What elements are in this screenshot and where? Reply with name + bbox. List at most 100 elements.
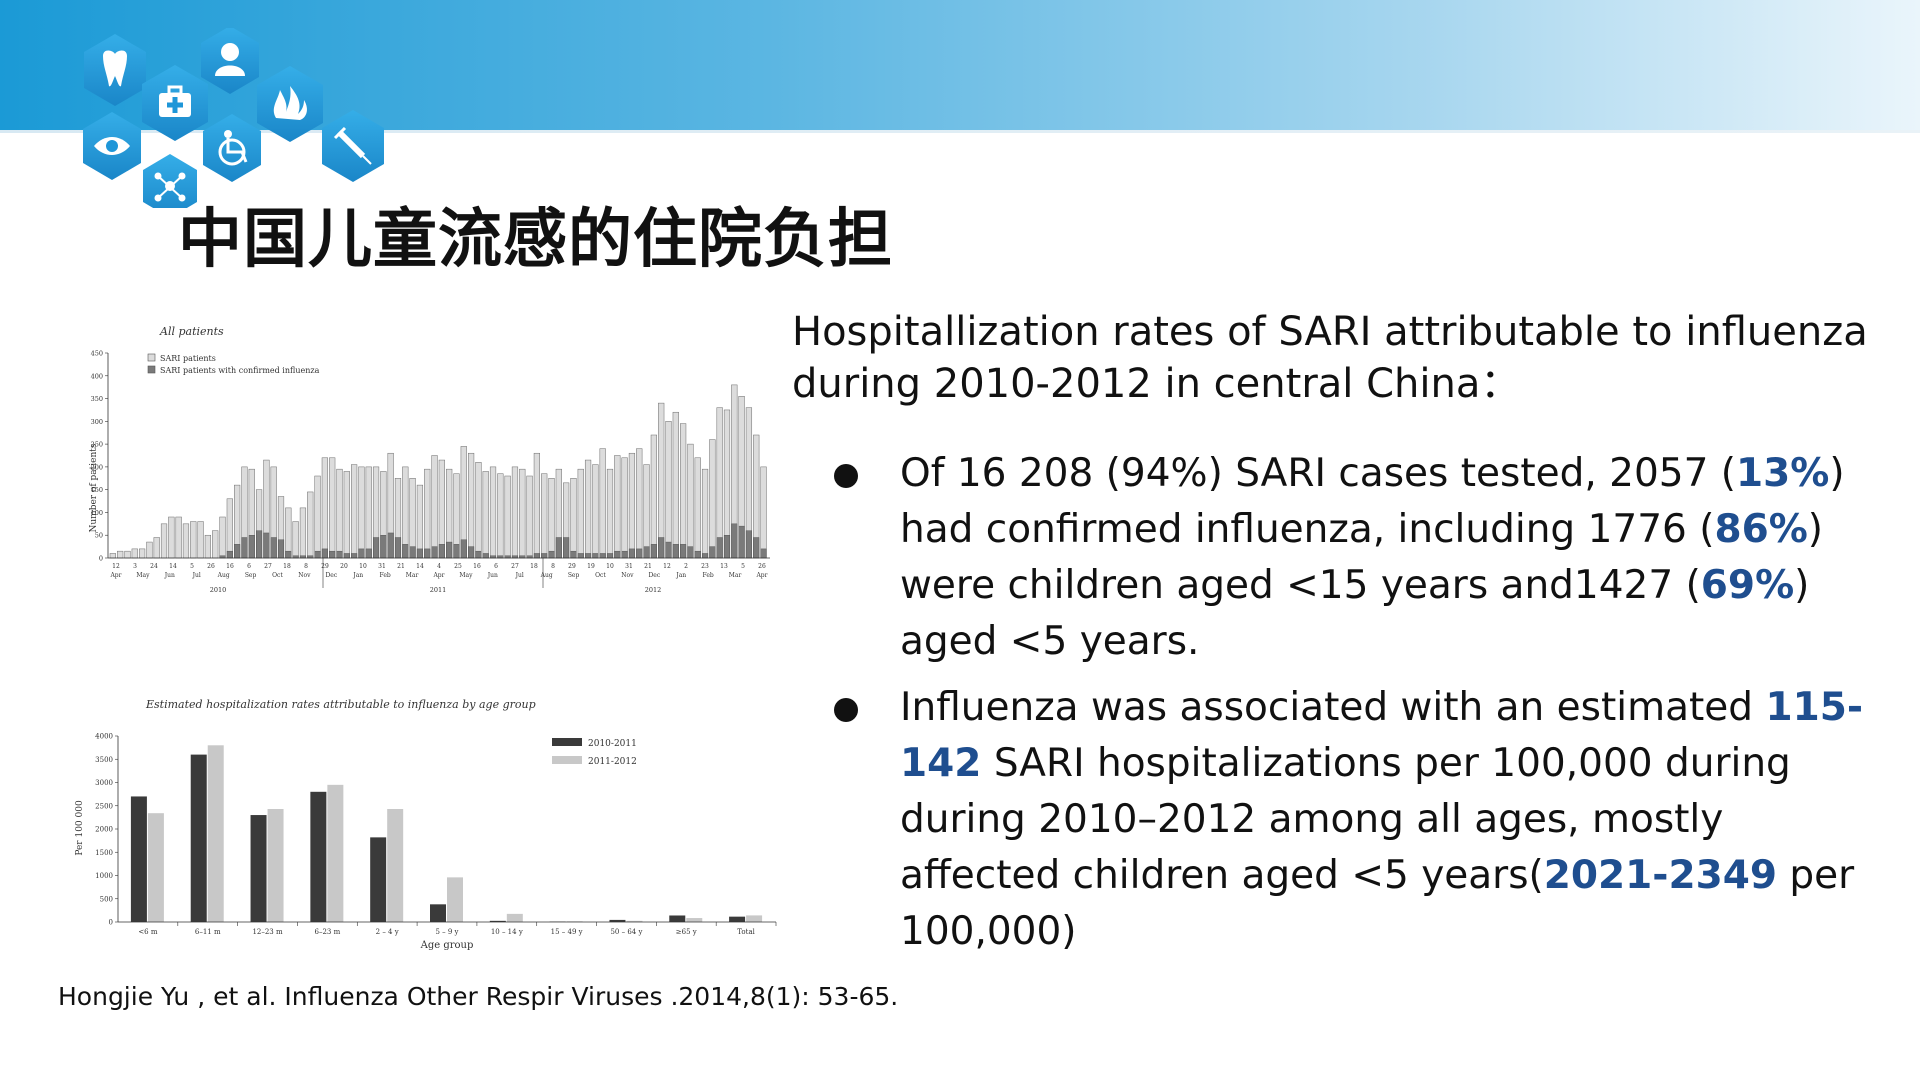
bar-2010-2011 — [489, 920, 506, 922]
sari-bar — [504, 475, 511, 559]
y-tick-label: 500 — [100, 895, 113, 903]
flu-bar — [460, 539, 467, 559]
x-tick-label-month: Oct — [272, 572, 283, 579]
y-tick-label: 100 — [91, 509, 103, 517]
sari-bar — [482, 471, 489, 559]
flu-bar — [416, 548, 423, 559]
sari-bar — [599, 448, 606, 559]
x-tick-label-day: 13 — [720, 563, 728, 570]
flu-bar — [658, 537, 665, 559]
flu-bar — [563, 537, 570, 559]
medical-kit-icon — [142, 65, 208, 141]
x-tick-label-day: 6 — [247, 563, 251, 570]
flu-bar — [446, 541, 453, 559]
bullet-list: Of 16 208 (94%) SARI cases tested, 2057 … — [832, 446, 1892, 970]
x-tick-label-month: Jun — [164, 572, 175, 579]
sari-bar — [526, 475, 533, 559]
x-tick-label-month: Feb — [703, 572, 714, 579]
sari-bar — [329, 457, 336, 559]
x-tick-label-month: Jul — [192, 572, 201, 579]
flu-bar — [409, 546, 416, 559]
flu-bar — [285, 550, 292, 559]
x-axis-label: Age group — [420, 940, 474, 951]
sari-bar — [636, 448, 643, 559]
banner-divider — [0, 130, 1920, 133]
x-tick-label-day: 12 — [663, 563, 671, 570]
person-icon — [201, 28, 259, 94]
flu-bar — [387, 532, 394, 559]
sari-bar — [190, 521, 197, 559]
sari-bar — [351, 464, 358, 559]
x-tick-label-month: Jan — [352, 572, 363, 579]
bar-2010-2011 — [729, 916, 746, 922]
sari-bar — [226, 498, 233, 559]
flu-bar — [329, 550, 336, 559]
y-tick-label: 2000 — [95, 826, 113, 834]
molecule-icon — [143, 154, 197, 208]
x-tick-label-month: Apr — [109, 572, 121, 579]
bullet-text: per 100,000) — [900, 853, 1855, 954]
flu-bar — [351, 553, 358, 559]
sari-bar — [431, 455, 438, 559]
sari-bar — [533, 452, 540, 559]
sari-bar — [365, 466, 372, 559]
y-tick-label: 3500 — [95, 756, 113, 764]
x-tick-label-month: Jan — [675, 572, 686, 579]
flu-bar — [475, 550, 482, 559]
flu-bar — [270, 537, 277, 559]
bar-2011-2012 — [447, 877, 463, 922]
syringe-icon — [322, 110, 384, 182]
x-tick-label-month: Mar — [729, 572, 742, 579]
sari-bar — [541, 473, 548, 559]
x-tick-label-month: Apr — [432, 572, 444, 579]
x-tick-label-day: 21 — [644, 563, 652, 570]
sari-bar — [204, 534, 211, 559]
x-tick-label-day: 18 — [530, 563, 538, 570]
flu-bar — [380, 535, 387, 559]
x-axis: <6 m 6–11 m 12–23 m 6–23 m 2 – 4 y 5 – 9 y 10 … — [118, 921, 777, 936]
flu-bar — [621, 550, 628, 559]
flu-bar — [402, 544, 409, 559]
x-tick-label-day: 3 — [133, 563, 137, 570]
sari-bar — [621, 457, 628, 559]
x-tick-label-day: 12 — [112, 563, 120, 570]
sari-bar — [109, 553, 116, 559]
sari-bar — [614, 455, 621, 559]
y-axis-label: Number of patients — [89, 443, 99, 532]
citation: Hongjie Yu , et al. Influenza Other Resp… — [58, 982, 899, 1011]
x-tick-label-day: 18 — [283, 563, 291, 570]
sari-bar — [680, 423, 687, 559]
y-axis: 0 50 100 150 200 250 300 350 400 450 — [91, 350, 109, 563]
flu-bar — [680, 544, 687, 559]
sari-bar — [577, 468, 584, 559]
x-tick-label-day: 29 — [568, 563, 576, 570]
bar-2011-2012 — [626, 920, 643, 922]
y-tick-label: 200 — [91, 463, 103, 471]
sari-bar — [153, 537, 160, 559]
flu-bar — [468, 546, 475, 559]
x-axis: 12 3 24 14 5 26 16 6 27 18 8 29 20 10 31 21 14 4 25 16 6 27 18… — [108, 557, 770, 594]
x-tick-label-day: 14 — [416, 563, 424, 570]
flu-bar — [702, 553, 709, 559]
flu-bar — [606, 553, 614, 559]
sari-bar — [197, 521, 204, 559]
sari-bar — [307, 491, 314, 559]
y-tick-label: 1000 — [95, 872, 113, 880]
x-tick-label-month: Nov — [298, 572, 311, 579]
sari-bar — [219, 516, 226, 559]
sari-bar — [570, 478, 577, 559]
x-tick-label-day: 8 — [304, 563, 308, 570]
bar-2010-2011 — [370, 837, 387, 922]
flu-bar — [592, 553, 599, 559]
sari-bar — [409, 478, 416, 559]
flu-bar — [672, 544, 679, 559]
x-tick-label: Total — [737, 928, 755, 936]
sari-bar — [519, 468, 526, 559]
y-tick-label: 3000 — [95, 779, 113, 787]
sari-bar — [716, 407, 723, 559]
y-tick-label: 150 — [91, 486, 103, 494]
flu-bar — [723, 535, 731, 559]
bullet-text: ) aged <5 years. — [900, 563, 1810, 664]
bar-2011-2012 — [327, 784, 344, 922]
x-tick-label-month: Apr — [755, 572, 767, 579]
